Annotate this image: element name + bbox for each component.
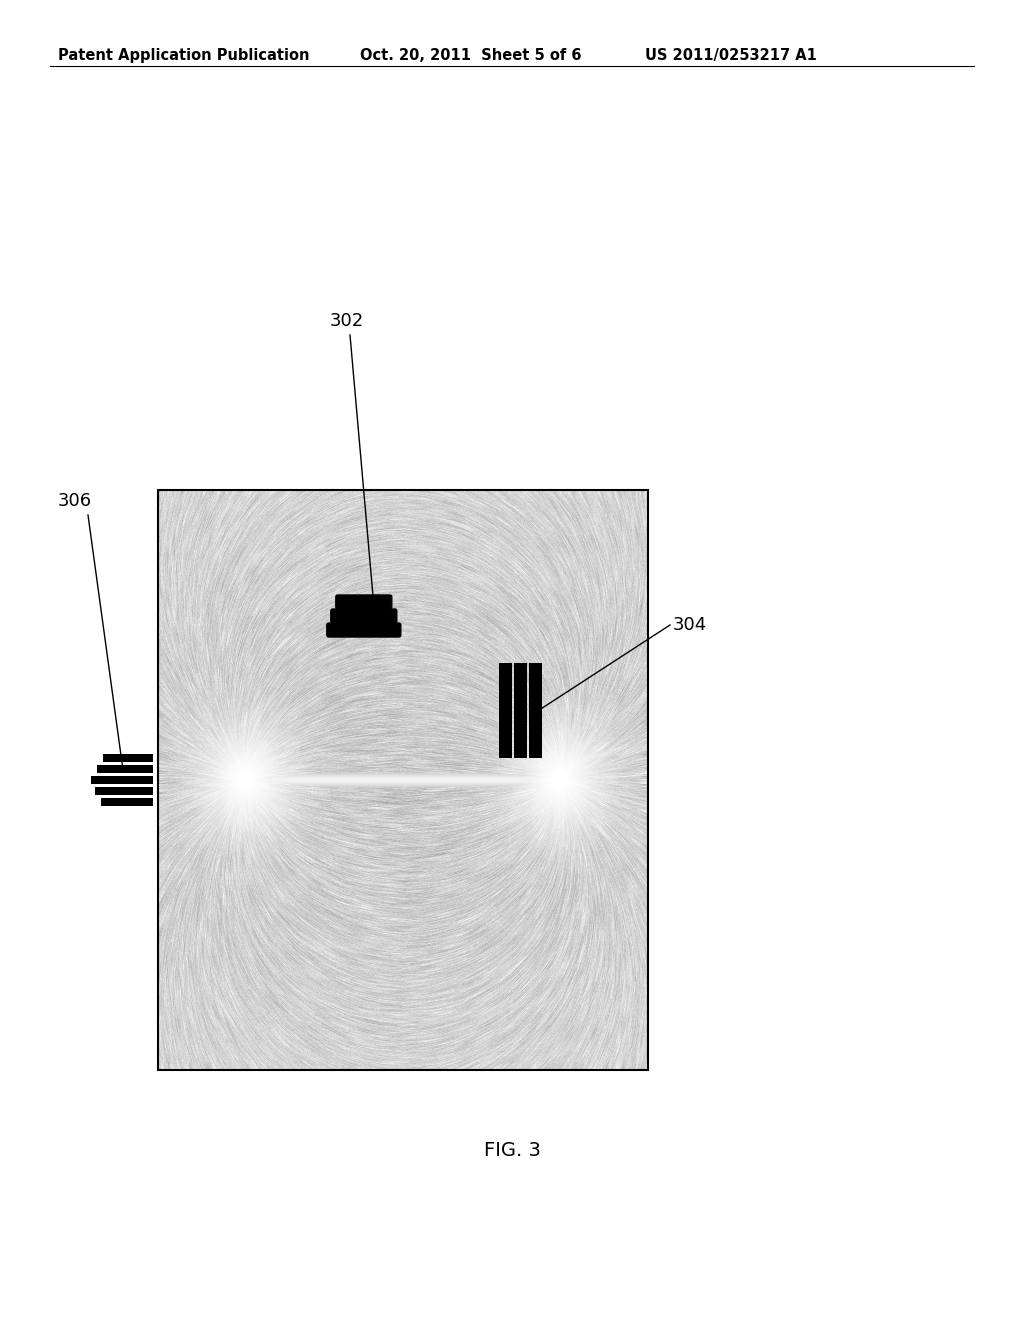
Bar xyxy=(158,490,648,1071)
Bar xyxy=(103,754,153,762)
Bar xyxy=(97,766,153,774)
Text: 304: 304 xyxy=(673,616,708,634)
Text: Oct. 20, 2011  Sheet 5 of 6: Oct. 20, 2011 Sheet 5 of 6 xyxy=(360,48,582,63)
Text: 302: 302 xyxy=(330,312,365,330)
Bar xyxy=(91,776,153,784)
Text: 306: 306 xyxy=(58,492,92,510)
FancyBboxPatch shape xyxy=(336,595,392,609)
Bar xyxy=(529,663,542,758)
Bar xyxy=(95,787,153,795)
FancyBboxPatch shape xyxy=(327,623,400,638)
FancyBboxPatch shape xyxy=(331,609,396,623)
Text: FIG. 3: FIG. 3 xyxy=(483,1140,541,1159)
Bar xyxy=(101,799,153,807)
Text: Patent Application Publication: Patent Application Publication xyxy=(58,48,309,63)
Bar xyxy=(499,663,512,758)
Text: US 2011/0253217 A1: US 2011/0253217 A1 xyxy=(645,48,817,63)
Bar xyxy=(514,663,527,758)
